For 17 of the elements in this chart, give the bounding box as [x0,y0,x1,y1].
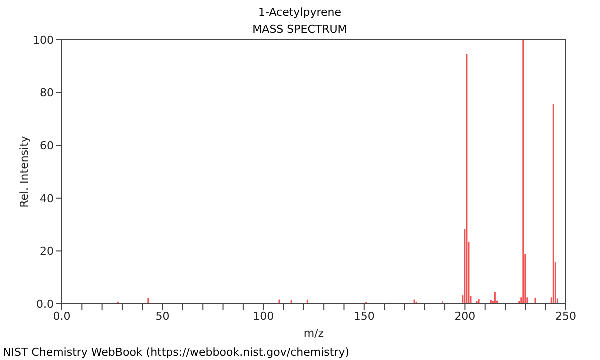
y-tick-label: 40 [40,192,54,206]
y-tick-label: 20 [40,245,54,258]
x-tick-label: 0.0 [53,310,71,323]
y-tick-label: 60 [40,140,54,153]
y-axis-title: Rel. Intensity [18,136,31,208]
x-tick-label: 150 [354,310,375,323]
chart-subtitle: MASS SPECTRUM [252,23,348,36]
chart-title: 1-Acetylpyrene [257,6,343,19]
y-tick-label: 100 [33,34,54,47]
x-tick-label: 50 [156,310,170,323]
y-tick-label: 0.0 [36,298,54,311]
x-tick-label: 100 [253,310,274,323]
x-tick-label: 200 [454,310,476,323]
y-tick-label: 80 [40,86,54,100]
text: NIST Chemistry WebBook (https://webbook.nist.gov/chemistry) [3,346,350,359]
x-axis-title: m/z [304,327,324,340]
x-tick-label: 250 [556,310,576,323]
